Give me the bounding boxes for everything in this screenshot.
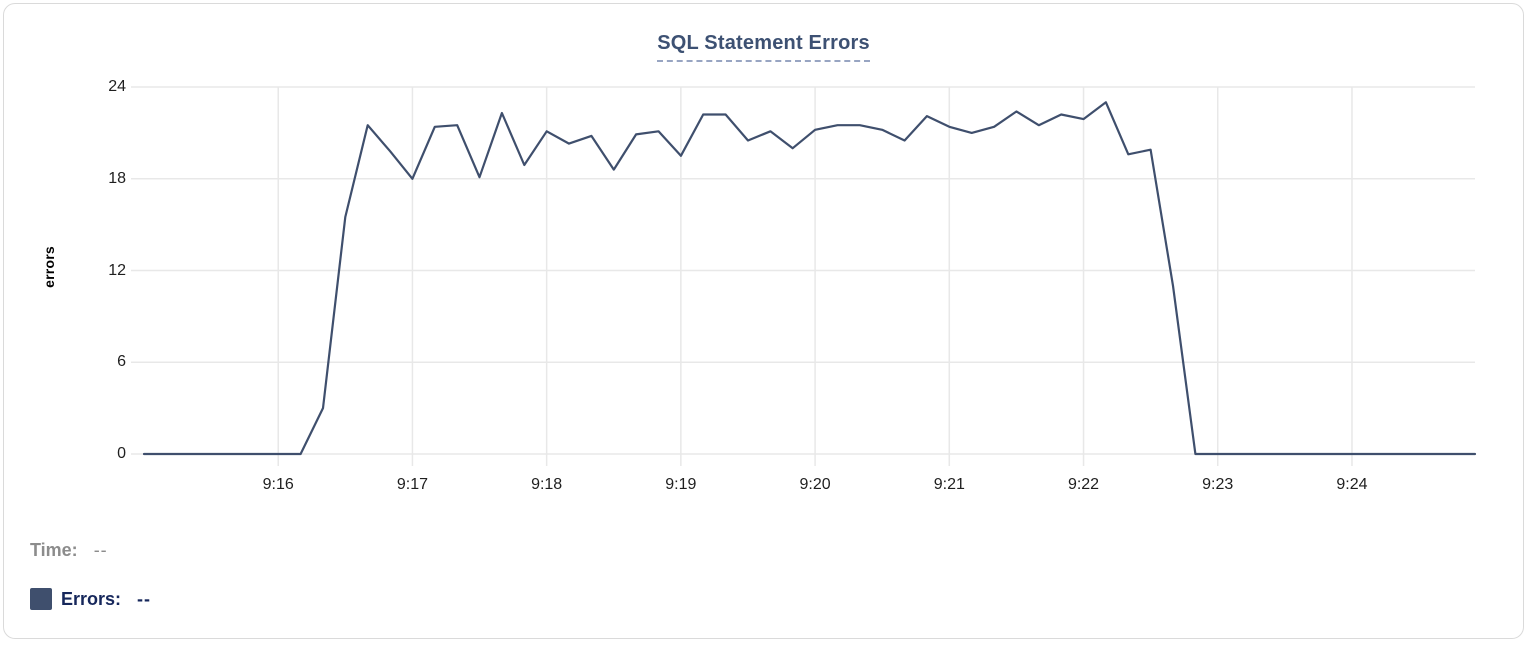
y-tick-label: 12	[108, 261, 126, 279]
x-tick-label: 9:19	[665, 476, 697, 493]
legend-item-errors[interactable]: Errors: --	[30, 588, 151, 610]
chart-title-row: SQL Statement Errors	[4, 32, 1523, 62]
errors-series-swatch	[30, 588, 52, 610]
x-tick-label: 9:23	[1202, 476, 1234, 493]
chart-card: SQL Statement Errors errors 0 6 12 18 24 9:16…	[3, 3, 1524, 639]
errors-line-chart[interactable]	[131, 86, 1477, 466]
x-tick-label: 9:16	[262, 476, 294, 493]
grid	[131, 86, 1475, 466]
x-tick-label: 9:24	[1336, 476, 1368, 493]
y-axis-label: errors	[41, 246, 57, 288]
x-tick-label: 9:18	[531, 476, 563, 493]
plot-area[interactable]: errors 0 6 12 18 24 9:16 9:17 9:18 9:19 9:20 9:21 9…	[4, 4, 1528, 652]
chart-title[interactable]: SQL Statement Errors	[657, 32, 870, 62]
x-tick-label: 9:20	[799, 476, 831, 493]
y-tick-label: 24	[108, 78, 126, 95]
errors-label: Errors:	[61, 588, 122, 609]
hover-readout-time: Time: --	[30, 540, 108, 561]
x-tick-label: 9:17	[396, 476, 428, 493]
errors-value: --	[137, 588, 152, 609]
errors-series-line	[142, 101, 1477, 456]
time-value: --	[93, 540, 108, 560]
x-tick-label: 9:21	[933, 476, 965, 493]
x-tick-label: 9:22	[1067, 476, 1100, 493]
y-tick-label: 6	[117, 353, 126, 371]
y-tick-label: 18	[108, 169, 126, 187]
time-label: Time:	[30, 540, 78, 560]
y-tick-label: 0	[117, 445, 126, 462]
